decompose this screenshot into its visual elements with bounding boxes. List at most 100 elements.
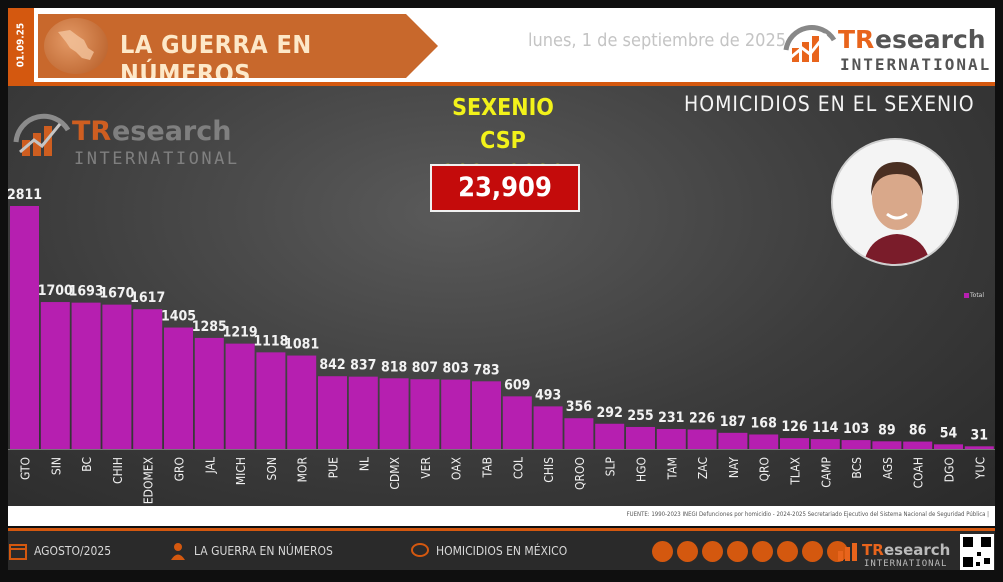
bar-tab	[472, 381, 501, 449]
bar-qro	[749, 434, 779, 449]
category-label-tam: TAM	[665, 457, 679, 480]
header: 01.09.25 LA GUERRA EN NÚMEROS lunes, 1 d…	[8, 8, 995, 82]
category-label-ver: VER	[419, 457, 433, 479]
value-label-hgo: 255	[627, 408, 653, 424]
bar-jal	[194, 337, 224, 449]
legend-swatch	[964, 293, 969, 298]
bar-bc	[71, 302, 101, 449]
footer-date: AGOSTO/2025	[8, 541, 111, 561]
category-label-dgo: DGO	[943, 457, 957, 482]
qr-code[interactable]	[960, 534, 994, 570]
category-label-oax: OAX	[450, 456, 464, 480]
category-label-sin: SIN	[49, 457, 63, 475]
value-label-tlax: 126	[781, 419, 808, 435]
category-label-jal: JAL	[203, 457, 217, 474]
portrait-photo	[831, 138, 959, 266]
category-label-qro: QRO	[758, 457, 772, 482]
value-label-cdmx: 818	[381, 359, 407, 375]
bar-nl	[348, 376, 378, 449]
footer-brand-part2: esearch	[884, 541, 950, 559]
category-label-mor: MOR	[296, 457, 310, 483]
wm-brand-subtitle: INTERNATIONAL	[74, 149, 238, 169]
category-label-tlax: TLAX	[789, 456, 803, 485]
date-tab-label: 01.09.25	[15, 22, 27, 68]
wm-brand-part1: TR	[72, 116, 111, 147]
calendar-icon	[9, 544, 27, 560]
value-label-bcs: 103	[843, 421, 869, 437]
category-label-col: COL	[511, 457, 525, 479]
category-label-nl: NL	[357, 457, 371, 471]
category-label-yuc: YUC	[973, 457, 987, 480]
value-label-jal: 1285	[192, 319, 227, 335]
twitter-icon[interactable]	[752, 541, 773, 562]
bar-oax	[441, 379, 471, 449]
value-label-qroo: 356	[566, 399, 593, 415]
globe-icon[interactable]	[652, 541, 673, 562]
legend: Total	[964, 292, 984, 299]
bar-sin	[40, 302, 70, 449]
header-divider	[8, 82, 995, 86]
title-banner: LA GUERRA EN NÚMEROS	[38, 14, 438, 78]
bar-tam	[656, 429, 686, 449]
value-label-nay: 187	[720, 414, 746, 430]
value-label-coah: 86	[909, 423, 927, 439]
value-label-mich: 1219	[223, 325, 258, 341]
value-label-dgo: 54	[940, 425, 958, 441]
category-label-gro: GRO	[173, 457, 187, 481]
bar-mich	[225, 343, 255, 449]
linkedin-icon[interactable]	[802, 541, 823, 562]
bar-hgo	[626, 426, 655, 449]
bar-gto	[10, 206, 39, 449]
value-label-ver: 807	[412, 360, 438, 376]
category-label-bc: BC	[80, 457, 94, 472]
value-label-sin: 1700	[38, 283, 73, 299]
category-label-bcs: BCS	[850, 457, 864, 479]
value-label-pue: 842	[319, 357, 345, 373]
category-label-edomex: EDOMEX	[142, 456, 156, 504]
bar-ver	[410, 379, 440, 449]
bar-gro	[164, 327, 193, 449]
value-label-son: 1118	[253, 333, 288, 349]
value-label-slp: 292	[597, 405, 623, 421]
bar-dgo	[934, 444, 963, 449]
value-label-qro: 168	[751, 415, 777, 431]
source-note: FUENTE: 1990-2023 INEGI Defunciones por …	[626, 511, 989, 518]
value-label-edomex: 1617	[130, 290, 165, 306]
telegram-icon[interactable]	[677, 541, 698, 562]
value-label-yuc: 31	[971, 427, 989, 443]
bar-chis	[533, 406, 563, 449]
value-label-tab: 783	[473, 362, 499, 378]
email-icon[interactable]	[727, 541, 748, 562]
category-label-ags: AGS	[881, 457, 895, 480]
bar-tlax	[780, 438, 809, 449]
category-label-coah: COAH	[912, 457, 926, 488]
value-label-oax: 803	[443, 361, 469, 377]
bar-col	[502, 396, 532, 449]
total-homicides-box: 23,909	[430, 164, 580, 212]
chart-title: HOMICIDIOS EN EL SEXENIO	[684, 92, 975, 116]
page-title: LA GUERRA EN NÚMEROS	[120, 30, 312, 88]
wm-brand-part2: esearch	[112, 116, 231, 147]
bar-yuc	[964, 446, 994, 449]
footer-series: LA GUERRA EN NÚMEROS	[168, 541, 333, 561]
category-label-cdmx: CDMX	[388, 456, 402, 489]
category-label-son: SON	[265, 457, 279, 480]
category-label-slp: SLP	[604, 457, 618, 477]
bar-zac	[687, 429, 717, 449]
mexico-map-icon	[44, 18, 108, 74]
category-label-chih: CHIH	[111, 457, 125, 484]
category-label-camp: CAMP	[819, 457, 833, 488]
facebook-icon[interactable]	[777, 541, 798, 562]
category-label-chis: CHIS	[542, 457, 556, 483]
value-label-nl: 837	[350, 358, 376, 374]
bar-son	[256, 352, 286, 449]
watermark-logo: TR esearch INTERNATIONAL	[13, 113, 238, 169]
brand-name-part2: esearch	[875, 25, 986, 54]
brand-name-part1: TR	[838, 25, 874, 54]
whatsapp-icon[interactable]	[702, 541, 723, 562]
chart-panel: TR esearch INTERNATIONAL SEXENIO CSP 202…	[8, 86, 995, 506]
bar-coah	[903, 441, 933, 449]
value-label-chis: 493	[535, 387, 561, 403]
bar-ags	[872, 441, 902, 449]
category-label-gto: GTO	[19, 457, 33, 480]
